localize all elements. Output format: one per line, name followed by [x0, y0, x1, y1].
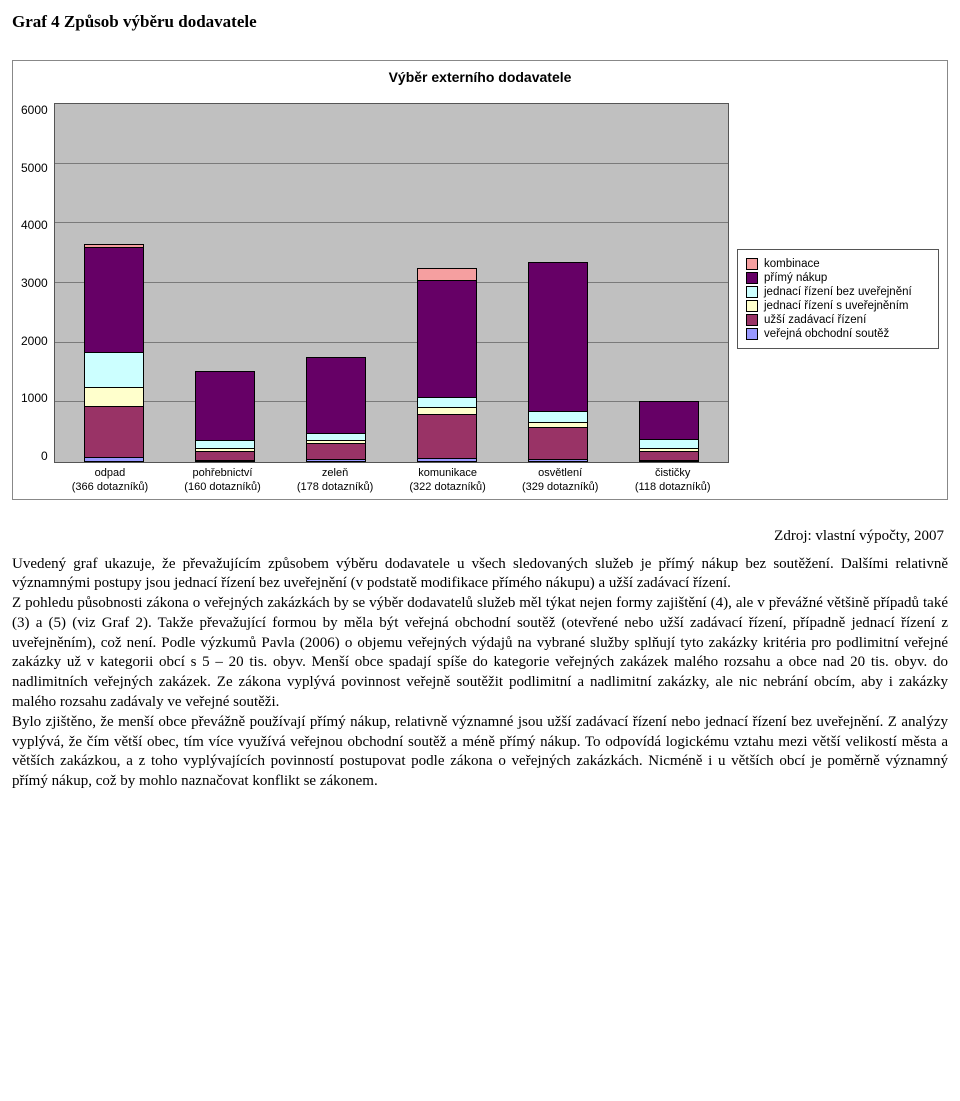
legend-label: užší zadávací řízení — [764, 314, 866, 326]
bar-segment — [84, 457, 144, 462]
plot-area — [54, 103, 729, 463]
y-tick-label: 5000 — [21, 161, 48, 175]
legend: kombinace přímý nákup jednací řízení bez u… — [737, 249, 939, 349]
bar-segment — [195, 460, 255, 462]
paragraph: Uvedený graf ukazuje, že převažujícím zp… — [12, 555, 948, 595]
x-axis-labels: odpad(366 dotazníků) pohřebnictví(160 dot… — [54, 467, 729, 495]
paragraph: Bylo zjištěno, že menší obce převážně po… — [12, 713, 948, 792]
bar — [417, 268, 477, 462]
bar-segment — [528, 262, 588, 411]
bar-segment — [84, 406, 144, 457]
chart-container: Výběr externího dodavatele 6000 5000 4000 3… — [12, 60, 948, 500]
y-tick-label: 2000 — [21, 334, 48, 348]
legend-swatch — [746, 328, 758, 340]
x-tick-label: pohřebnictví(160 dotazníků) — [173, 467, 273, 495]
x-tick-label: čističky(118 dotazníků) — [623, 467, 723, 495]
bar — [306, 357, 366, 462]
y-axis: 6000 5000 4000 3000 2000 1000 0 — [21, 103, 54, 463]
bar-segment — [417, 458, 477, 462]
legend-swatch — [746, 286, 758, 298]
bar-segment — [306, 357, 366, 433]
legend-label: jednací řízení s uveřejněním — [764, 300, 908, 312]
bar-segment — [528, 459, 588, 462]
bar-segment — [306, 459, 366, 462]
chart-title: Výběr externího dodavatele — [21, 69, 939, 85]
y-tick-label: 3000 — [21, 276, 48, 290]
legend-item: jednací řízení bez uveřejnění — [746, 286, 930, 298]
y-tick-label: 6000 — [21, 103, 48, 117]
legend-item: kombinace — [746, 258, 930, 270]
y-tick-label: 1000 — [21, 391, 48, 405]
bar-segment — [639, 401, 699, 439]
bar-segment — [639, 451, 699, 460]
x-tick-label: zeleň(178 dotazníků) — [285, 467, 385, 495]
legend-label: jednací řízení bez uveřejnění — [764, 286, 912, 298]
source-line: Zdroj: vlastní výpočty, 2007 — [12, 528, 944, 545]
figure-heading: Graf 4 Způsob výběru dodavatele — [12, 12, 948, 32]
x-tick-label: komunikace(322 dotazníků) — [398, 467, 498, 495]
grid-line — [55, 163, 728, 164]
legend-label: veřejná obchodní soutěž — [764, 328, 889, 340]
grid-line — [55, 222, 728, 223]
legend-swatch — [746, 258, 758, 270]
bar-segment — [84, 352, 144, 387]
grid-line — [55, 401, 728, 402]
bar-segment — [306, 443, 366, 458]
bar-segment — [195, 440, 255, 447]
bar-segment — [528, 427, 588, 459]
bar-segment — [528, 411, 588, 422]
legend-item: přímý nákup — [746, 272, 930, 284]
legend-item: veřejná obchodní soutěž — [746, 328, 930, 340]
legend-item: jednací řízení s uveřejněním — [746, 300, 930, 312]
bar — [528, 262, 588, 462]
grid-line — [55, 282, 728, 283]
bar-segment — [306, 433, 366, 440]
legend-swatch — [746, 300, 758, 312]
bar-segment — [84, 387, 144, 406]
bar-segment — [417, 397, 477, 408]
bar-segment — [417, 414, 477, 458]
bar-segment — [195, 371, 255, 441]
grid-line — [55, 342, 728, 343]
chart-body: 6000 5000 4000 3000 2000 1000 0 odpad(366 dota… — [21, 103, 939, 495]
bar-segment — [639, 439, 699, 448]
legend-label: kombinace — [764, 258, 820, 270]
body-text: Uvedený graf ukazuje, že převažujícím zp… — [12, 555, 948, 793]
bar — [639, 401, 699, 462]
legend-label: přímý nákup — [764, 272, 827, 284]
y-tick-label: 0 — [41, 449, 48, 463]
bar-segment — [639, 460, 699, 462]
bar-segment — [84, 247, 144, 353]
plot-column: odpad(366 dotazníků) pohřebnictví(160 dot… — [54, 103, 729, 495]
y-tick-label: 4000 — [21, 218, 48, 232]
legend-swatch — [746, 272, 758, 284]
bar-segment — [417, 407, 477, 414]
x-tick-label: odpad(366 dotazníků) — [60, 467, 160, 495]
bar — [195, 371, 255, 462]
x-tick-label: osvětlení(329 dotazníků) — [510, 467, 610, 495]
legend-column: kombinace přímý nákup jednací řízení bez u… — [729, 103, 939, 495]
bar-segment — [417, 280, 477, 396]
bar-segment — [195, 451, 255, 459]
legend-item: užší zadávací řízení — [746, 314, 930, 326]
legend-swatch — [746, 314, 758, 326]
bar-segment — [417, 268, 477, 280]
paragraph: Z pohledu působnosti zákona o veřejných … — [12, 594, 948, 713]
bar — [84, 244, 144, 462]
